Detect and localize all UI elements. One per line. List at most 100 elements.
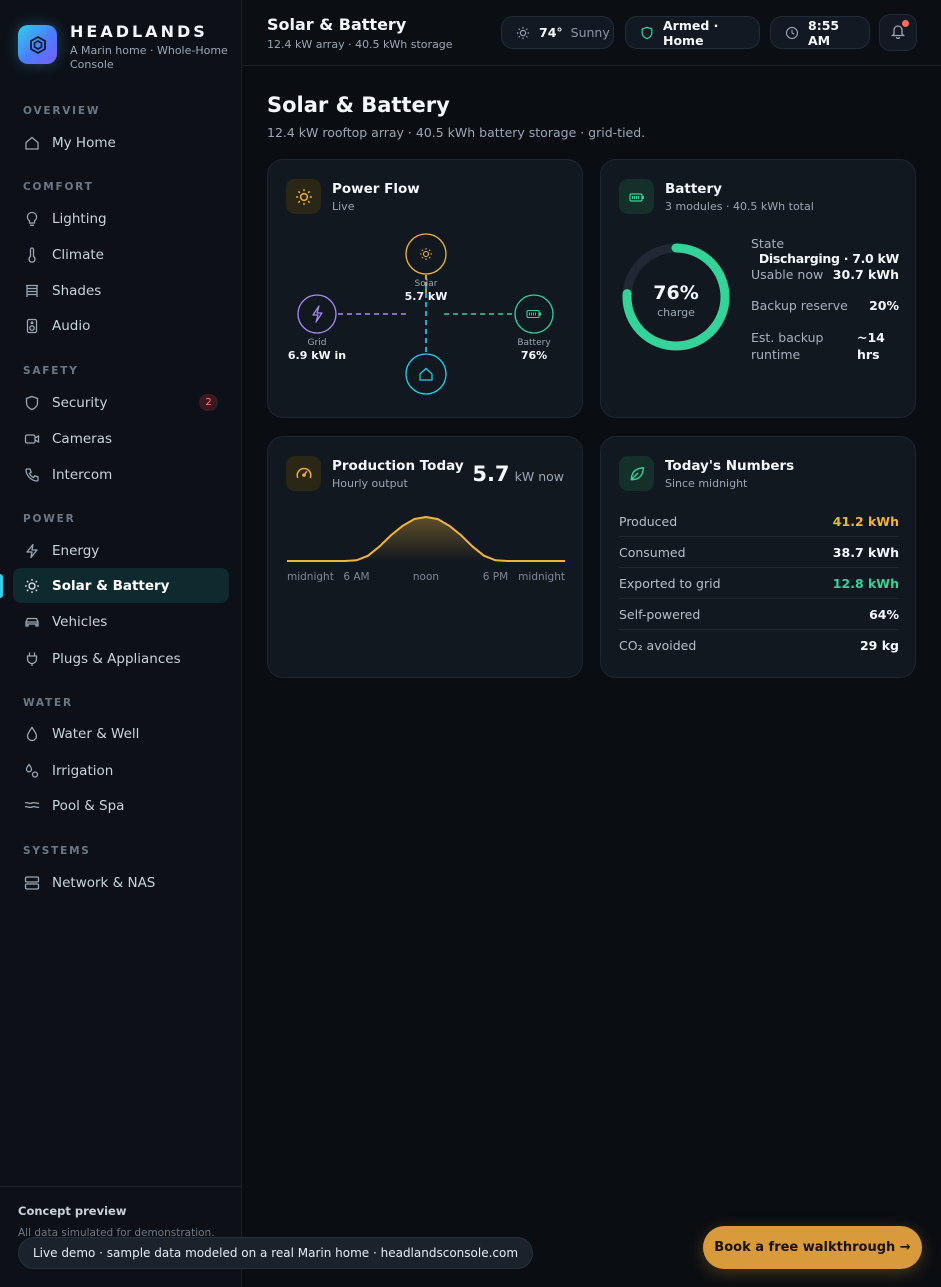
plug-icon bbox=[24, 651, 40, 667]
charge-label: charge bbox=[657, 306, 695, 319]
charge-percent: 76% bbox=[653, 282, 699, 304]
sidebar-item-my-home[interactable]: My Home bbox=[13, 125, 229, 160]
stat-label: Est. backup runtime bbox=[751, 330, 824, 362]
production-now: 5.7 kW now bbox=[472, 462, 564, 486]
topbar: Solar & Battery 12.4 kW array · 40.5 kWh… bbox=[242, 0, 941, 66]
brand: HEADLANDS A Marin home · Whole-Home Cons… bbox=[18, 22, 233, 78]
sidebar-item-irrigation[interactable]: Irrigation bbox=[13, 753, 229, 788]
logo-icon bbox=[18, 25, 57, 64]
book-walkthrough-button[interactable]: Book a free walkthrough → bbox=[703, 1226, 922, 1269]
sidebar-item-lighting[interactable]: Lighting bbox=[13, 201, 229, 236]
stat-label: Usable now bbox=[751, 267, 824, 282]
production-area bbox=[287, 517, 565, 561]
numbers-value: 64% bbox=[869, 606, 899, 622]
sun-icon bbox=[24, 578, 40, 594]
grid-value: 6.9 kW in bbox=[287, 349, 347, 362]
battery-card: Battery 3 modules · 40.5 kWh total 76% c… bbox=[600, 159, 916, 418]
sidebar-item-pool-spa[interactable]: Pool & Spa bbox=[13, 788, 229, 823]
weather-desc: Sunny bbox=[570, 25, 610, 40]
stat-value: 20% bbox=[869, 298, 899, 313]
power-flow-diagram bbox=[297, 233, 554, 395]
sidebar-item-climate[interactable]: Climate bbox=[13, 237, 229, 272]
thermometer-icon bbox=[24, 246, 40, 263]
numbers-label: Produced bbox=[619, 513, 678, 529]
security-pill[interactable]: Armed · Home bbox=[625, 16, 760, 49]
footer-title: Concept preview bbox=[18, 1204, 127, 1218]
grid-label: Grid bbox=[307, 338, 327, 348]
bulb-icon bbox=[24, 211, 40, 227]
shield-icon bbox=[24, 395, 40, 411]
stat-row-reserve: Backup reserve 20% bbox=[751, 298, 899, 313]
server-icon bbox=[24, 875, 40, 891]
weather-pill[interactable]: 74° Sunny bbox=[501, 16, 614, 49]
sidebar-item-plugs-appliances[interactable]: Plugs & Appliances bbox=[13, 641, 229, 676]
gauge-icon bbox=[286, 456, 321, 491]
card-subtitle: Hourly output bbox=[332, 477, 408, 490]
numbers-row-consumed: Consumed 38.7 kWh bbox=[619, 537, 899, 568]
todays-numbers-card: Today's Numbers Since midnight Produced … bbox=[600, 436, 916, 678]
page-title: Solar & Battery bbox=[267, 93, 450, 117]
x-tick-label: midnight bbox=[287, 571, 334, 583]
sidebar-footer: Concept preview All data simulated for d… bbox=[0, 1186, 241, 1287]
sun-icon bbox=[286, 179, 321, 214]
brand-name: HEADLANDS bbox=[70, 22, 208, 41]
numbers-value: 41.2 kWh bbox=[832, 513, 899, 529]
demo-banner[interactable]: Live demo · sample data modeled on a rea… bbox=[18, 1237, 534, 1269]
gauge-fill bbox=[622, 243, 730, 351]
sidebar-item-solar-battery[interactable]: Solar & Battery bbox=[13, 568, 229, 603]
shield-icon bbox=[640, 26, 654, 40]
numbers-label: CO₂ avoided bbox=[619, 638, 697, 653]
brand-subtitle: A Marin home · Whole-Home Console bbox=[70, 44, 228, 71]
clock-icon bbox=[785, 26, 799, 40]
sidebar-item-energy[interactable]: Energy bbox=[13, 533, 229, 568]
footer-text: All data simulated for demonstration. bbox=[18, 1227, 215, 1239]
nav-section-safety: SAFETY bbox=[23, 365, 79, 377]
sidebar-item-label: Shades bbox=[52, 282, 102, 299]
leaf-icon bbox=[619, 456, 654, 491]
demo-banner-text: Live demo · sample data modeled on a rea… bbox=[33, 1246, 519, 1260]
sidebar-item-audio[interactable]: Audio bbox=[13, 308, 229, 343]
sidebar-item-security[interactable]: Security 2 bbox=[13, 385, 229, 420]
notifications-button[interactable] bbox=[879, 14, 917, 51]
sidebar-item-label: Cameras bbox=[52, 430, 113, 447]
clock-time: 8:55 AM bbox=[808, 17, 840, 48]
nav-section-overview: OVERVIEW bbox=[23, 105, 101, 117]
stat-row-usable: Usable now 30.7 kWh bbox=[751, 267, 899, 282]
sidebar-item-label: My Home bbox=[52, 134, 116, 151]
numbers-label: Exported to grid bbox=[619, 575, 721, 591]
battery-label: Battery bbox=[517, 338, 551, 348]
bell-icon bbox=[890, 23, 906, 43]
sidebar-item-label: Water & Well bbox=[52, 725, 140, 742]
sidebar-item-water-well[interactable]: Water & Well bbox=[13, 716, 229, 751]
camera-icon bbox=[24, 431, 40, 447]
card-title: Power Flow bbox=[332, 181, 420, 197]
sidebar-item-shades[interactable]: Shades bbox=[13, 273, 229, 308]
sidebar-item-vehicles[interactable]: Vehicles bbox=[13, 604, 229, 639]
sidebar-item-label: Audio bbox=[52, 317, 91, 334]
card-title: Today's Numbers bbox=[665, 458, 795, 474]
numbers-row-self-powered: Self-powered 64% bbox=[619, 599, 899, 630]
production-chart: midnight 6 AM noon 6 PM midnight bbox=[287, 516, 565, 583]
production-now-value: 5.7 bbox=[472, 462, 510, 486]
solar-node bbox=[405, 233, 447, 275]
sidebar-item-intercom[interactable]: Intercom bbox=[13, 457, 229, 492]
power-flow-card: Power Flow Live bbox=[267, 159, 583, 418]
nav-section-water: WATER bbox=[23, 697, 73, 709]
card-subtitle: Live bbox=[332, 200, 355, 213]
sidebar-item-cameras[interactable]: Cameras bbox=[13, 421, 229, 456]
car-icon bbox=[24, 614, 40, 630]
battery-value: 76% bbox=[520, 349, 548, 362]
sidebar-item-network-nas[interactable]: Network & NAS bbox=[13, 865, 229, 900]
security-badge: 2 bbox=[199, 394, 218, 411]
battery-icon bbox=[526, 309, 542, 319]
x-tick-label: noon bbox=[413, 571, 439, 583]
sidebar-item-label: Energy bbox=[52, 542, 100, 559]
sidebar-item-label: Network & NAS bbox=[52, 874, 156, 891]
cta-label: Book a free walkthrough → bbox=[714, 1240, 911, 1255]
card-subtitle: 3 modules · 40.5 kWh total bbox=[665, 200, 814, 213]
numbers-value: 38.7 kWh bbox=[832, 544, 899, 560]
numbers-label: Self-powered bbox=[619, 606, 701, 622]
card-title: Battery bbox=[665, 181, 722, 197]
active-indicator bbox=[0, 574, 3, 598]
sprinkler-icon bbox=[24, 762, 40, 779]
